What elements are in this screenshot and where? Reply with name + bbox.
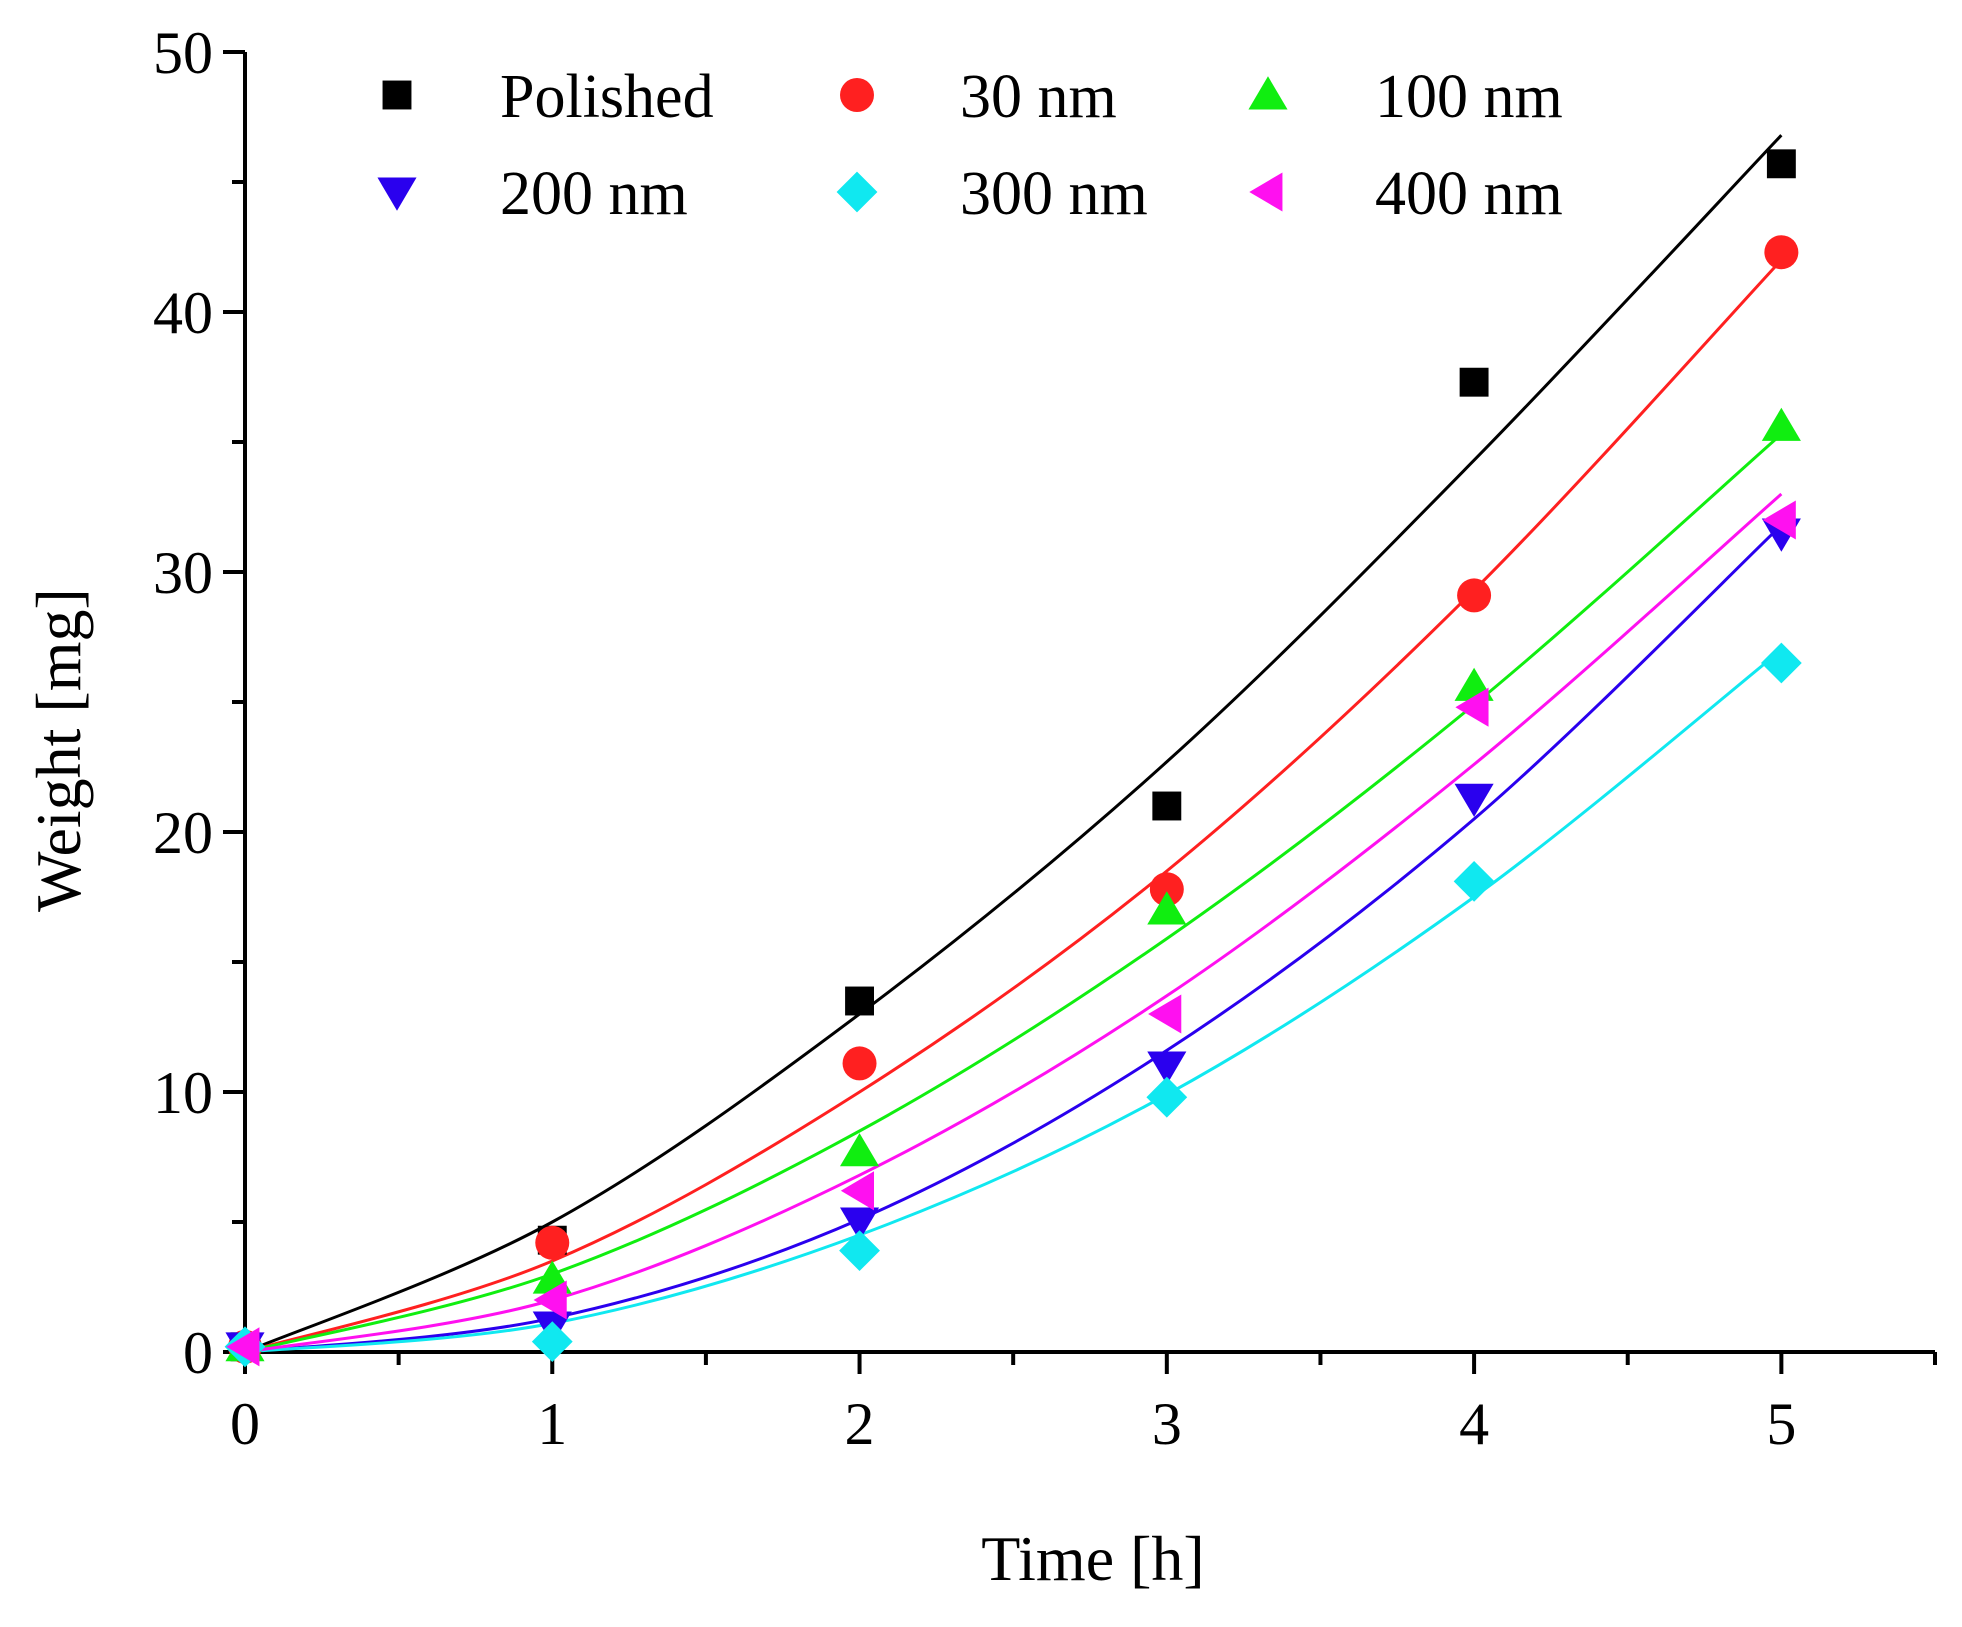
fit-curve-30-nm xyxy=(244,258,1783,1354)
data-points xyxy=(224,149,1802,1368)
x-tick-label: 2 xyxy=(845,1391,875,1457)
x-tick-label: 1 xyxy=(537,1391,567,1457)
data-point-100-nm xyxy=(839,1133,880,1167)
data-point-200-nm xyxy=(839,1207,880,1241)
legend-label-400-nm: 400 nm xyxy=(1375,160,1563,228)
legend-marker-100-nm xyxy=(1248,76,1288,110)
data-point-300-nm xyxy=(1760,642,1802,684)
data-point-300-nm xyxy=(1453,861,1495,902)
legend-marker-polished xyxy=(382,80,412,110)
fit-curve-200-nm xyxy=(244,524,1783,1354)
legend-marker-400-nm xyxy=(1249,172,1283,212)
data-point-polished xyxy=(1152,791,1182,821)
legend-label-polished: Polished xyxy=(500,63,714,131)
y-axis-title: Weight [mg] xyxy=(23,588,94,912)
data-point-30-nm xyxy=(1764,235,1799,270)
data-point-polished xyxy=(1459,367,1489,397)
legend-marker-30-nm xyxy=(840,78,874,112)
data-point-30-nm xyxy=(1149,872,1184,907)
data-point-400-nm xyxy=(533,1280,567,1320)
data-point-300-nm xyxy=(839,1230,880,1271)
data-point-polished xyxy=(845,986,874,1016)
fit-curve-400-nm xyxy=(244,492,1783,1354)
data-point-300-nm xyxy=(531,1321,573,1362)
data-point-400-nm xyxy=(226,1327,260,1367)
legend-label-300-nm: 300 nm xyxy=(960,160,1148,228)
legend-marker-300-nm xyxy=(836,171,878,213)
y-tick-label: 50 xyxy=(153,20,213,86)
fit-curves xyxy=(244,134,1783,1354)
x-tick-label: 3 xyxy=(1152,1391,1182,1457)
legend-marker-200-nm xyxy=(377,177,417,211)
data-point-100-nm xyxy=(1761,407,1801,441)
legend-label-100-nm: 100 nm xyxy=(1375,63,1563,131)
fit-curve-polished xyxy=(244,134,1783,1354)
data-point-200-nm xyxy=(1147,1051,1187,1085)
data-point-400-nm xyxy=(1762,500,1796,540)
x-tick-label: 0 xyxy=(230,1391,260,1457)
fit-curve-300-nm xyxy=(244,648,1783,1354)
data-point-300-nm xyxy=(1146,1076,1188,1118)
data-point-400-nm xyxy=(1455,687,1489,727)
data-point-400-nm xyxy=(1148,994,1182,1034)
y-tick-label: 40 xyxy=(153,280,213,346)
data-point-400-nm xyxy=(840,1171,874,1211)
data-point-polished xyxy=(1766,149,1796,179)
data-point-30-nm xyxy=(535,1225,570,1260)
y-tick-label: 30 xyxy=(153,540,213,606)
x-tick-label: 5 xyxy=(1766,1391,1796,1457)
y-tick-label: 20 xyxy=(153,800,213,866)
legend-label-200-nm: 200 nm xyxy=(500,160,688,228)
x-tick-label: 4 xyxy=(1459,1391,1489,1457)
data-point-30-nm xyxy=(1457,578,1492,613)
data-point-200-nm xyxy=(1454,783,1494,817)
y-tick-label: 0 xyxy=(183,1320,213,1386)
x-axis-title: Time [h] xyxy=(981,1523,1204,1594)
legend-label-30-nm: 30 nm xyxy=(960,63,1117,131)
fit-curve-100-nm xyxy=(244,433,1783,1354)
legend: Polished 30 nm 100 nm 200 nm 300 nm 400 nm xyxy=(377,63,1563,228)
data-point-30-nm xyxy=(842,1046,877,1081)
data-point-100-nm xyxy=(1147,891,1187,925)
y-tick-label: 10 xyxy=(153,1060,213,1126)
